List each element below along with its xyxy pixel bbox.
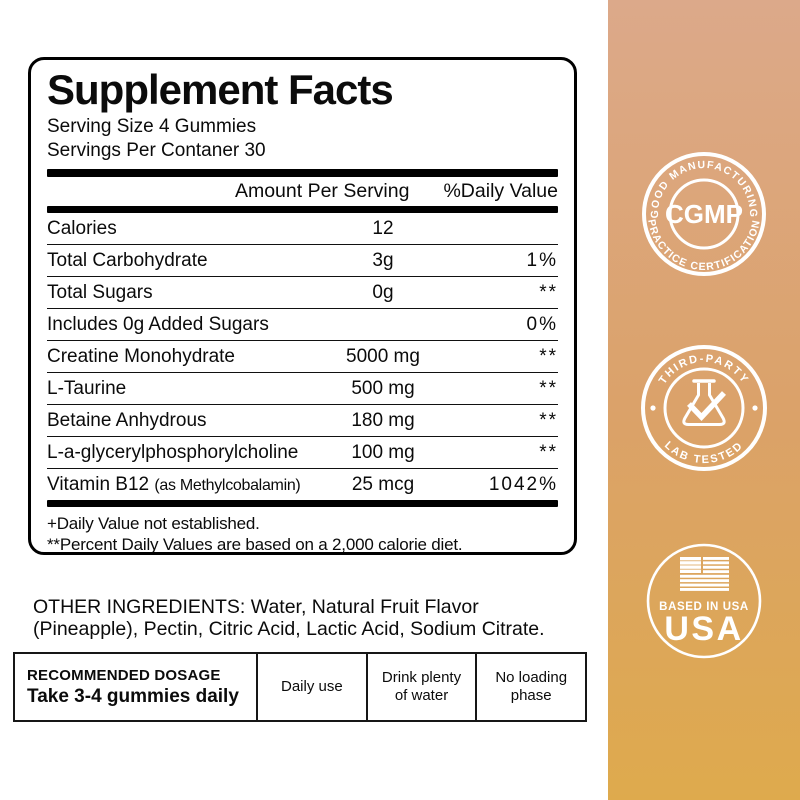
table-row: Includes 0g Added Sugars 0%: [47, 308, 558, 340]
usa-badge: BASED IN USA USA: [634, 539, 774, 679]
nutrient-name: Vitamin B12 (as Methylcobalamin): [47, 473, 301, 495]
nutrient-name: Calories: [47, 217, 117, 239]
table-row: Total Sugars 0g **: [47, 276, 558, 308]
footnote-percent: **Percent Daily Values are based on a 2,…: [47, 535, 463, 554]
servings-per-container: Servings Per Contaner 30: [47, 140, 266, 161]
nutrient-daily-value: 0%: [526, 313, 558, 335]
cgmp-center-text: CGMP: [665, 199, 743, 229]
lab-tested-badge: THIRD-PARTY LAB TESTED: [634, 338, 774, 478]
dosage-cell-daily-use: Daily use: [256, 654, 366, 720]
panel-title: Supplement Facts: [47, 66, 394, 113]
table-row: L-Taurine 500 mg **: [47, 372, 558, 404]
nutrient-daily-value: **: [539, 377, 558, 399]
thick-divider: [47, 169, 558, 177]
nutrient-daily-value: **: [539, 281, 558, 303]
nutrient-name: Includes 0g Added Sugars: [47, 313, 269, 335]
nutrient-daily-value: 1%: [526, 249, 558, 271]
nutrient-daily-value: 1042%: [488, 473, 558, 495]
cgmp-badge: GOOD MANUFACTURING PRACTICE CERTIFICATIO…: [634, 144, 774, 284]
table-row: Vitamin B12 (as Methylcobalamin) 25 mcg …: [47, 468, 558, 500]
table-row: Calories 12: [47, 213, 558, 244]
nutrient-daily-value: **: [539, 345, 558, 367]
table-row: Total Carbohydrate 3g 1%: [47, 244, 558, 276]
table-header: Amount Per Serving %Daily Value: [47, 177, 558, 206]
nutrient-amount: 3g: [372, 249, 394, 271]
dosage-cell-loading: No loading phase: [475, 654, 585, 720]
facts-rows: Calories 12 Total Carbohydrate 3g 1% Tot…: [47, 213, 558, 500]
nutrient-name: Betaine Anhydrous: [47, 409, 207, 431]
nutrient-amount: 5000 mg: [346, 345, 420, 367]
footnotes: +Daily Value not established. **Percent …: [47, 513, 558, 554]
supplement-facts-panel: Supplement Facts Serving Size 4 Gummies …: [28, 57, 577, 555]
nutrient-name: Creatine Monohydrate: [47, 345, 235, 367]
dosage-heading-cell: RECOMMENDED DOSAGE Take 3-4 gummies dail…: [15, 654, 256, 720]
usa-badge-label: BASED IN USA: [659, 601, 749, 613]
nutrient-name: Total Sugars: [47, 281, 153, 303]
nutrient-amount: 500 mg: [351, 377, 415, 399]
dosage-instruction: Take 3-4 gummies daily: [27, 685, 239, 707]
nutrient-name: L-a-glycerylphosphorylcholine: [47, 441, 299, 463]
recommended-dosage-table: RECOMMENDED DOSAGE Take 3-4 gummies dail…: [13, 652, 587, 722]
nutrient-daily-value: **: [539, 409, 558, 431]
nutrient-amount: 12: [372, 217, 394, 239]
cgmp-badge-icon: GOOD MANUFACTURING PRACTICE CERTIFICATIO…: [642, 152, 766, 276]
serving-size: Serving Size 4 Gummies: [47, 116, 257, 137]
nutrient-amount: 25 mcg: [351, 473, 415, 495]
flask-check-icon: THIRD-PARTY LAB TESTED: [641, 345, 767, 471]
accent-strip: GOOD MANUFACTURING PRACTICE CERTIFICATIO…: [608, 0, 800, 800]
table-row: Creatine Monohydrate 5000 mg **: [47, 340, 558, 372]
nutrient-amount: 0g: [372, 281, 394, 303]
nutrient-amount: 180 mg: [351, 409, 415, 431]
nutrient-amount: 100 mg: [351, 441, 415, 463]
column-header-daily-value: %Daily Value: [443, 180, 558, 202]
dosage-heading: RECOMMENDED DOSAGE: [27, 666, 221, 684]
other-ingredients: OTHER INGREDIENTS: Water, Natural Fruit …: [33, 595, 545, 640]
table-row: L-a-glycerylphosphorylcholine 100 mg **: [47, 436, 558, 468]
usa-badge-center: USA: [664, 610, 743, 648]
thick-divider: [47, 500, 558, 507]
nutrient-name: Total Carbohydrate: [47, 249, 208, 271]
table-row: Betaine Anhydrous 180 mg **: [47, 404, 558, 436]
usa-flag-icon: BASED IN USA USA: [646, 543, 762, 659]
footnote-dv: +Daily Value not established.: [47, 514, 260, 533]
nutrient-name: L-Taurine: [47, 377, 127, 399]
dosage-cell-water: Drink plenty of water: [365, 654, 476, 720]
nutrient-daily-value: **: [539, 441, 558, 463]
thick-divider: [47, 206, 558, 213]
column-header-amount: Amount Per Serving: [234, 180, 410, 202]
